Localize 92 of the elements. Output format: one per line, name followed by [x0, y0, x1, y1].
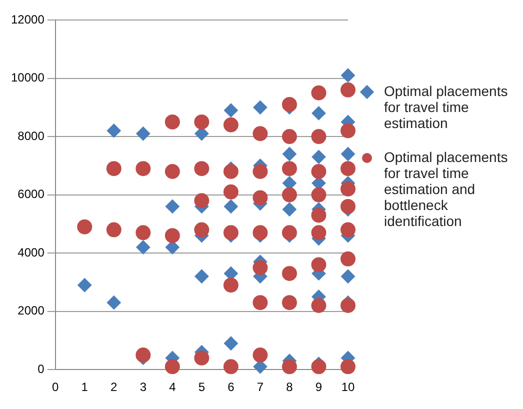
point	[282, 295, 297, 310]
point	[253, 100, 268, 114]
point	[136, 126, 150, 141]
point	[340, 222, 356, 238]
point	[340, 161, 356, 176]
point	[106, 161, 122, 176]
point	[194, 161, 210, 176]
y-tick-label: 0	[38, 362, 45, 376]
point	[224, 199, 238, 214]
x-tick-label: 2	[110, 380, 118, 394]
point	[106, 222, 122, 238]
point	[252, 295, 268, 310]
point	[194, 193, 210, 208]
point	[77, 219, 92, 234]
y-tick-label: 10000	[10, 70, 45, 85]
point	[136, 348, 151, 363]
point	[165, 199, 180, 214]
y-tick-label: 8000	[18, 128, 45, 143]
x-tick-label: 10	[341, 380, 355, 394]
point	[282, 202, 296, 216]
x-tick-label: 4	[169, 380, 176, 394]
point	[311, 257, 326, 272]
point	[341, 269, 355, 284]
x-tick-label: 1	[81, 380, 88, 394]
point	[136, 240, 150, 254]
point	[340, 123, 356, 138]
point	[340, 359, 356, 374]
point	[311, 164, 326, 179]
point	[282, 187, 297, 202]
point	[223, 225, 238, 240]
point	[341, 147, 355, 162]
y-tick-label: 12000	[10, 12, 45, 26]
point	[164, 164, 180, 179]
point	[252, 260, 268, 276]
point	[252, 164, 268, 179]
point	[78, 278, 92, 292]
point	[224, 336, 238, 350]
point	[311, 298, 326, 314]
point	[282, 129, 297, 144]
point	[194, 350, 210, 366]
point	[282, 147, 296, 162]
y-tick-label: 2000	[18, 304, 45, 318]
point	[312, 150, 326, 164]
point	[252, 225, 268, 240]
point	[223, 164, 238, 179]
point	[224, 103, 238, 118]
point	[164, 228, 180, 244]
point	[340, 82, 356, 98]
point	[311, 85, 326, 100]
point	[223, 278, 238, 293]
x-tick-label: 7	[256, 380, 264, 394]
point	[106, 296, 121, 310]
x-tick-label: 8	[286, 380, 294, 394]
point	[164, 359, 180, 374]
x-tick-label: 9	[315, 380, 322, 394]
x-tick-label: 0	[52, 380, 60, 394]
point	[341, 68, 355, 82]
point	[282, 225, 297, 240]
point	[194, 114, 210, 130]
point	[194, 222, 210, 238]
point	[252, 190, 268, 206]
point	[311, 208, 326, 223]
point	[311, 129, 326, 144]
x-tick-label: 3	[140, 380, 147, 394]
x-tick-label: 6	[228, 380, 235, 394]
point	[106, 124, 121, 138]
point	[136, 161, 151, 176]
point	[223, 184, 238, 200]
point	[282, 161, 297, 176]
point	[340, 181, 356, 196]
point	[136, 225, 151, 240]
point	[311, 187, 326, 202]
point	[223, 117, 238, 132]
point	[252, 126, 268, 142]
point	[340, 198, 356, 214]
point	[164, 114, 180, 130]
point	[340, 298, 356, 314]
point	[282, 96, 297, 112]
x-tick-label: 5	[198, 380, 206, 394]
point	[194, 269, 209, 284]
point	[311, 359, 326, 374]
point	[282, 359, 297, 374]
point	[340, 251, 356, 266]
y-tick-label: 6000	[18, 187, 45, 202]
point	[252, 348, 268, 363]
point	[312, 106, 326, 120]
point	[282, 266, 297, 281]
point	[223, 359, 238, 374]
legend-label: Optimal placements for travel time estimation	[384, 83, 508, 131]
y-tick-label: 4000	[18, 245, 45, 260]
point	[311, 225, 326, 240]
legend-label: Optimal placements for travel time estimation and bottleneck identification	[384, 149, 508, 229]
